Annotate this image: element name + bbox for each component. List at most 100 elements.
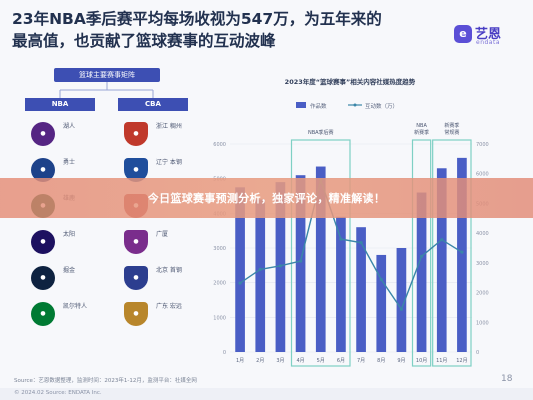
line-point: [379, 277, 383, 282]
league-tag-1: CBA: [118, 98, 188, 111]
team-name: 掘金: [63, 267, 76, 274]
guangdong-logo-icon: ●: [124, 302, 148, 326]
logo-sub: endata: [476, 39, 501, 46]
line-point: [359, 241, 363, 245]
bar: [356, 227, 366, 352]
guangsha-logo-icon: ●: [124, 230, 148, 254]
zhejiang-logo-icon: ●: [124, 122, 148, 146]
promo-banner[interactable]: 今日篮球赛事预测分析，独家评论，精准解读！: [0, 178, 533, 218]
line-point: [399, 307, 404, 311]
highlight-label: NBA季后赛: [308, 129, 334, 136]
y-right-tick-label: 1000: [476, 320, 489, 326]
y-right-tick-label: 3000: [476, 261, 489, 267]
y-left-tick-label: 2000: [213, 281, 226, 287]
league-tag-0: NBA: [25, 98, 95, 111]
bar: [376, 254, 387, 352]
line-point: [419, 254, 424, 258]
bar: [436, 168, 447, 352]
highlight-box: [432, 139, 472, 367]
chart-grid: [230, 143, 472, 353]
source-note: Source：艺恩数据整理，监测时间：2023年1-12月，监测平台：社媒全网: [14, 378, 197, 384]
x-tick-label: 1月: [236, 358, 244, 364]
x-tick-label: 4月: [296, 358, 304, 364]
bar: [235, 187, 245, 352]
x-tick-label: 7月: [357, 358, 365, 364]
chart-title: 2023年度“篮球赛事”相关内容社媒热度趋势: [285, 77, 416, 86]
bar: [457, 157, 467, 352]
x-tick-label: 3月: [276, 358, 284, 364]
lakers-logo-icon: ●: [31, 122, 55, 146]
team-name: 广厦: [156, 231, 169, 238]
highlight-label: NBA: [416, 123, 427, 129]
x-tick-label: 11月: [436, 358, 447, 364]
bar: [396, 248, 407, 352]
team-name: 广东 宏远: [156, 303, 182, 310]
legend-line-label: 互动数（万）: [365, 102, 398, 110]
team-name: 凯尔特人: [63, 303, 88, 310]
bar: [255, 199, 266, 352]
footer-copyright: © 2024.02 Source: ENDATA Inc.: [14, 390, 102, 396]
y-right-tick-label: 6000: [476, 172, 489, 178]
bar: [295, 175, 306, 352]
line-point: [258, 267, 262, 271]
line-point: [298, 259, 303, 263]
footer-bar: © 2024.02 Source: ENDATA Inc.: [0, 388, 533, 400]
team-name: 勇士: [63, 159, 76, 166]
matrix-title: 篮球主要赛事矩阵: [54, 68, 160, 82]
highlight-label: 新赛季: [414, 129, 429, 136]
x-tick-label: 9月: [397, 358, 405, 364]
legend-line-dot: [353, 103, 357, 107]
highlight-label: 常规赛: [444, 129, 459, 136]
x-tick-label: 8月: [377, 358, 385, 364]
headline-line-2: 最高值，也贡献了篮球赛事的互动波峰: [12, 32, 276, 50]
nuggets-logo-icon: ●: [31, 266, 55, 290]
y-left-tick-label: 6000: [213, 142, 226, 148]
line-point: [278, 264, 283, 268]
y-right-tick-label: 0: [476, 350, 479, 356]
beijing-logo-icon: ●: [124, 266, 148, 290]
bar: [315, 166, 326, 352]
line-point: [460, 250, 464, 254]
y-left-tick-label: 3000: [213, 246, 226, 252]
team-name: 北京 首钢: [156, 267, 182, 274]
x-tick-label: 2月: [256, 358, 264, 364]
legend-bar-swatch: [296, 102, 306, 108]
bar: [336, 216, 346, 352]
highlight-label: 新赛季: [444, 122, 459, 129]
line-point: [339, 237, 343, 241]
heat-trend-chart: 2023年度“篮球赛事”相关内容社媒热度趋势 作品数 互动数（万） NBA季后赛…: [213, 77, 489, 367]
legend-bar-label: 作品数: [310, 102, 327, 110]
team-name: 浙江 稠州: [156, 123, 182, 130]
line-point: [238, 281, 242, 285]
y-left-tick-label: 1000: [213, 315, 226, 321]
celtics-logo-icon: ●: [31, 302, 55, 326]
team-name: 太阳: [63, 231, 76, 238]
chart-legend: 作品数 互动数（万）: [296, 102, 398, 110]
logo-name: 艺恩: [475, 27, 502, 42]
team-name: 辽宁 本钢: [156, 159, 182, 166]
endata-logo: e 艺恩 endata: [454, 22, 520, 50]
promo-banner-text: 今日篮球赛事预测分析，独家评论，精准解读！: [147, 192, 386, 205]
team-name: 湖人: [63, 123, 76, 130]
y-right-tick-label: 4000: [476, 231, 489, 237]
x-tick-label: 6月: [337, 358, 345, 364]
highlight-box: [411, 139, 432, 367]
suns-logo-icon: ●: [31, 230, 55, 254]
x-tick-label: 5月: [317, 358, 325, 364]
y-right-tick-label: 7000: [476, 142, 489, 148]
chart-line: [238, 177, 464, 311]
slide-headline: 23年NBA季后赛平均每场收视为547万，为五年来的 最高值，也贡献了篮球赛事的…: [12, 8, 432, 52]
logo-mark-icon: e: [454, 25, 472, 43]
y-left-tick-label: 0: [223, 350, 226, 356]
page-number: 18: [501, 374, 513, 384]
y-right-tick-label: 2000: [476, 291, 489, 297]
series-line: [239, 177, 463, 311]
matrix-connector-lines: [59, 82, 154, 98]
highlight-box: [290, 139, 351, 367]
headline-line-1: 23年NBA季后赛平均每场收视为547万，为五年来的: [12, 10, 382, 28]
x-tick-label: 10月: [416, 358, 427, 364]
x-tick-label: 12月: [456, 358, 467, 364]
line-point: [440, 238, 444, 242]
